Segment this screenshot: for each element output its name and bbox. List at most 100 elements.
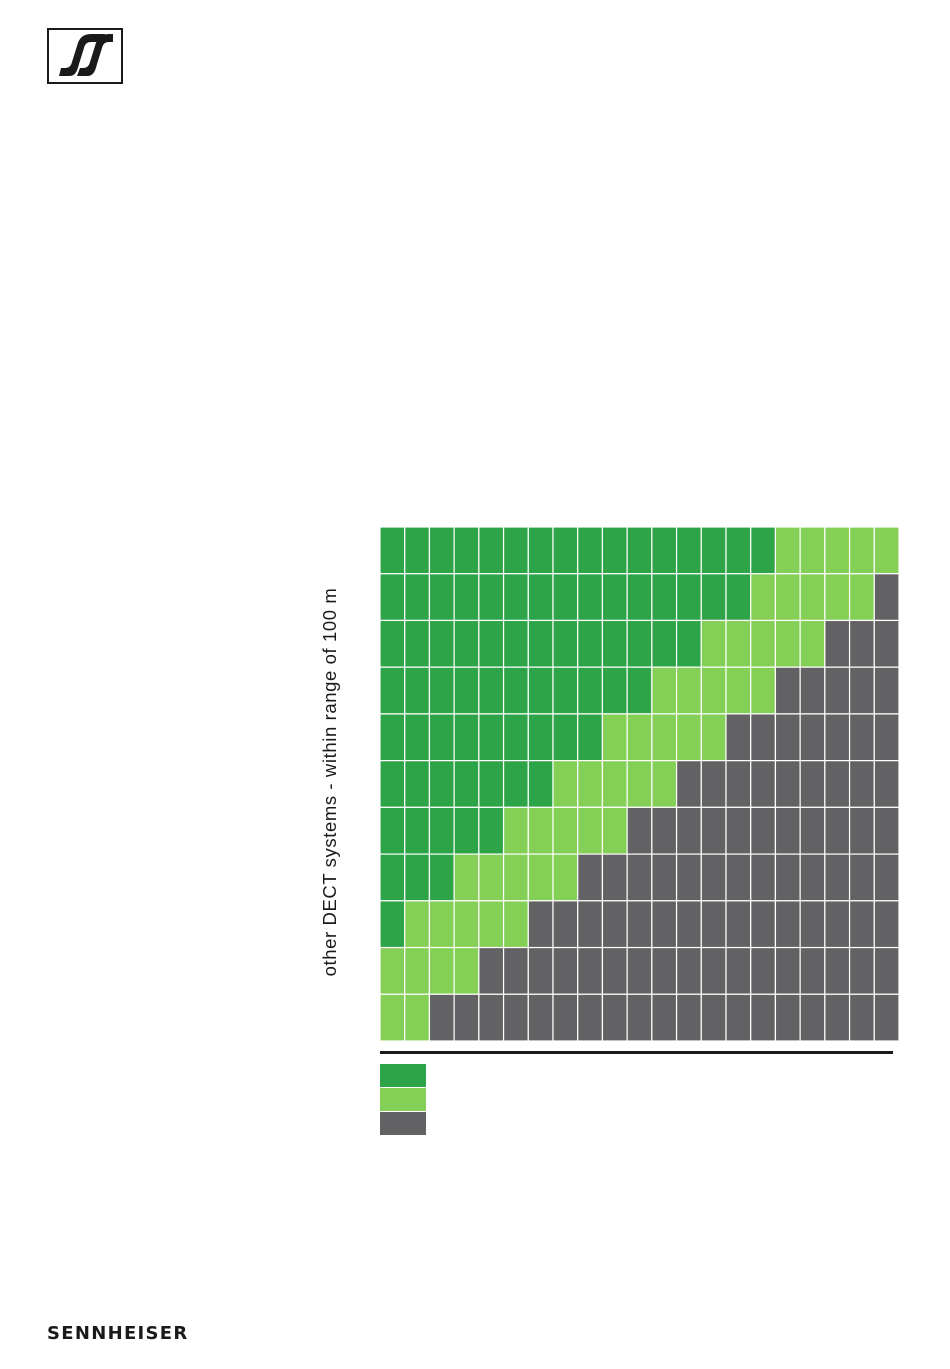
heatmap-cell-dark-green (379, 760, 406, 808)
heatmap-cell-gray (848, 760, 875, 808)
heatmap-cell-gray (725, 900, 752, 949)
heatmap-cell-dark-green (527, 760, 554, 808)
heatmap-cell-gray (848, 619, 875, 668)
heatmap-cell-dark-green (379, 853, 406, 902)
heatmap-cell-light-green (404, 993, 431, 1042)
heatmap-cell-dark-green (502, 573, 529, 622)
heatmap-cell-gray (725, 993, 752, 1042)
heatmap-cell-light-green (478, 853, 505, 902)
heatmap-cell-gray (824, 946, 851, 995)
heatmap-cell-gray (848, 900, 875, 949)
heatmap-cell-gray (577, 853, 604, 902)
heatmap-cell-dark-green (552, 619, 579, 668)
heatmap-cell-gray (848, 713, 875, 762)
heatmap-cell-gray (725, 853, 752, 902)
heatmap-cell-dark-green (428, 806, 455, 855)
heatmap-cell-gray (675, 760, 702, 808)
heatmap-cell-dark-green (577, 573, 604, 622)
heatmap-cell-dark-green (428, 526, 455, 575)
heatmap-cell-gray (750, 993, 777, 1042)
heatmap-cell-gray (774, 806, 801, 855)
heatmap-cell-gray (675, 993, 702, 1042)
heatmap-cell-gray (700, 993, 727, 1042)
heatmap-cell-gray (626, 853, 653, 902)
heatmap-cell-dark-green (379, 619, 406, 668)
heatmap-cell-gray (824, 993, 851, 1042)
heatmap-cell-gray (601, 946, 628, 995)
heatmap-cell-gray (725, 806, 752, 855)
heatmap-cell-gray (848, 853, 875, 902)
heatmap-cell-dark-green (527, 713, 554, 762)
heatmap-cell-gray (577, 900, 604, 949)
legend-swatch-dark-green (380, 1064, 426, 1087)
heatmap-cell-gray (774, 760, 801, 808)
heatmap-cell-light-green (750, 666, 777, 715)
heatmap-cell-gray (552, 993, 579, 1042)
heatmap-cell-gray (824, 713, 851, 762)
heatmap-cell-dark-green (379, 666, 406, 715)
heatmap-cell-dark-green (478, 573, 505, 622)
heatmap-cell-gray (478, 946, 505, 995)
heatmap-cell-dark-green (577, 713, 604, 762)
heatmap-cell-light-green (428, 900, 455, 949)
heatmap-cell-light-green (799, 526, 826, 575)
heatmap-cell-gray (453, 993, 480, 1042)
heatmap-cell-dark-green (626, 666, 653, 715)
heatmap-cell-gray (700, 900, 727, 949)
heatmap-cell-gray (873, 760, 900, 808)
heatmap-cell-gray (824, 619, 851, 668)
heatmap-cell-gray (848, 666, 875, 715)
heatmap-cell-gray (750, 900, 777, 949)
heatmap-cell-light-green (675, 713, 702, 762)
heatmap-cell-light-green (873, 526, 900, 575)
heatmap-cell-dark-green (552, 713, 579, 762)
heatmap-cell-gray (552, 900, 579, 949)
heatmap-cell-gray (675, 900, 702, 949)
heatmap-cell-gray (873, 806, 900, 855)
heatmap-cell-gray (577, 946, 604, 995)
heatmap-cell-dark-green (700, 573, 727, 622)
heatmap-cell-dark-green (675, 526, 702, 575)
heatmap-cell-light-green (848, 526, 875, 575)
heatmap-cell-gray (824, 853, 851, 902)
heatmap-cell-light-green (379, 946, 406, 995)
heatmap-cell-gray (774, 946, 801, 995)
heatmap-cell-gray (799, 993, 826, 1042)
heatmap-cell-dark-green (379, 900, 406, 949)
heatmap-cell-gray (675, 853, 702, 902)
heatmap-cell-gray (799, 806, 826, 855)
heatmap-cell-light-green (502, 806, 529, 855)
heatmap-cell-gray (799, 666, 826, 715)
heatmap-cell-gray (799, 946, 826, 995)
heatmap-cell-dark-green (502, 666, 529, 715)
heatmap-cell-gray (873, 619, 900, 668)
heatmap-cell-light-green (552, 760, 579, 808)
heatmap-cell-light-green (577, 806, 604, 855)
heatmap-cell-light-green (799, 573, 826, 622)
heatmap-cell-gray (774, 900, 801, 949)
heatmap-cell-dark-green (478, 806, 505, 855)
heatmap-cell-gray (651, 853, 678, 902)
heatmap-cell-dark-green (651, 526, 678, 575)
heatmap-cell-dark-green (601, 619, 628, 668)
heatmap-cell-dark-green (379, 713, 406, 762)
heatmap-cell-light-green (750, 573, 777, 622)
heatmap-cell-gray (848, 993, 875, 1042)
heatmap-cell-gray (601, 853, 628, 902)
heatmap-cell-gray (848, 946, 875, 995)
heatmap-cell-gray (502, 946, 529, 995)
heatmap-cell-dark-green (404, 806, 431, 855)
heatmap-cell-light-green (651, 666, 678, 715)
heatmap-cell-light-green (577, 760, 604, 808)
heatmap-cell-gray (502, 993, 529, 1042)
heatmap-cell-light-green (552, 853, 579, 902)
heatmap-cell-light-green (799, 619, 826, 668)
heatmap-cell-gray (824, 900, 851, 949)
heatmap-cell-dark-green (478, 760, 505, 808)
heatmap-cell-gray (577, 993, 604, 1042)
heatmap-cell-gray (651, 993, 678, 1042)
heatmap-cell-dark-green (404, 760, 431, 808)
heatmap-cell-dark-green (577, 526, 604, 575)
heatmap-cell-gray (725, 713, 752, 762)
heatmap-cell-dark-green (453, 619, 480, 668)
